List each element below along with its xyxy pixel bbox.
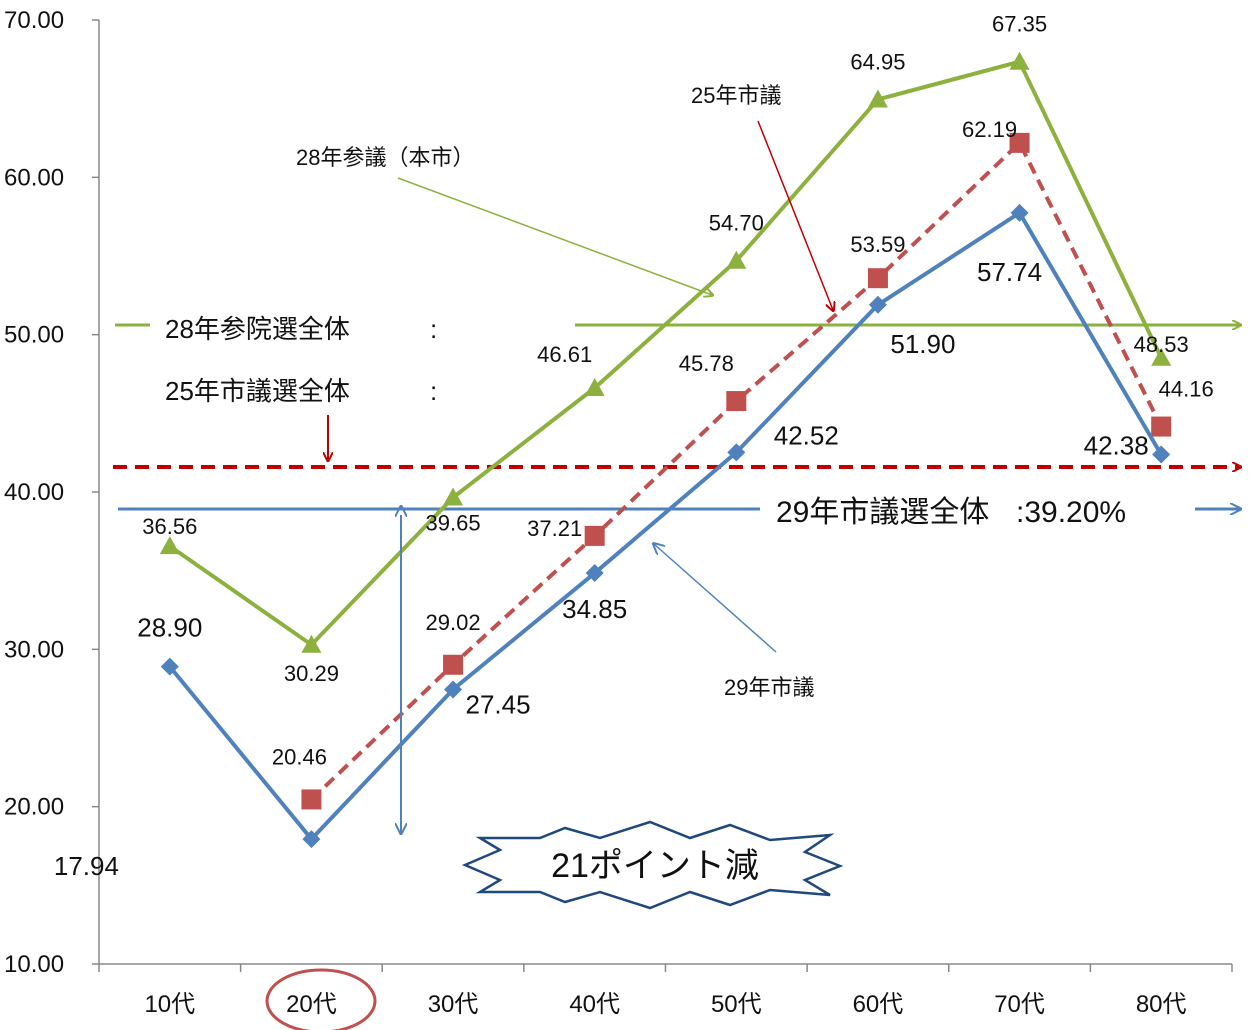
marker-sangi28 (1151, 347, 1172, 366)
x-axis-ticks: 10代 20代 30代 40代 50代 60代 70代 80代 (98, 964, 1233, 1018)
callout-shigi25: 25年市議 (691, 83, 781, 108)
reference-label-shigi25: 25年市議選全体 (165, 376, 350, 406)
data-label-sangi28: 30.29 (284, 661, 339, 686)
marker-shigi25 (584, 525, 605, 546)
data-label-shigi25: 44.16 (1159, 377, 1214, 402)
y-tick-label: 50.00 (4, 322, 64, 349)
y-tick-label: 20.00 (4, 794, 64, 821)
marker-sangi28 (1009, 51, 1030, 70)
series-line-shigi29 (168, 210, 1163, 842)
marker-sangi28 (301, 634, 322, 653)
marker-shigi29 (160, 657, 179, 676)
highlight-circle-20s (265, 968, 377, 1030)
marker-shigi25 (301, 789, 322, 810)
marker-shigi25 (1009, 132, 1030, 153)
x-tick-label: 70代 (994, 991, 1045, 1018)
data-label-shigi29: 51.90 (890, 329, 955, 359)
marker-sangi28 (726, 250, 747, 269)
data-label-sangi28: 48.53 (1134, 332, 1189, 357)
x-tick-label: 40代 (569, 991, 620, 1018)
data-label-shigi25: 62.19 (962, 117, 1017, 142)
marker-shigi29 (444, 680, 463, 699)
x-tick-label: 20代 (286, 991, 337, 1018)
data-label-shigi29: 34.85 (562, 594, 627, 624)
data-label-sangi28: 67.35 (992, 12, 1047, 37)
reference-lines (113, 325, 1240, 509)
reference-label-shigi29: 29年市議選全体 (776, 496, 989, 529)
drop-label: 21ポイント減 (551, 847, 759, 885)
y-tick-label: 40.00 (4, 479, 64, 506)
marker-shigi25 (443, 654, 464, 675)
reference-label-sangi28: 28年参院選全体 (165, 314, 350, 344)
axes (98, 20, 1232, 965)
data-label-sangi28: 54.70 (709, 211, 764, 236)
marker-shigi29 (727, 443, 746, 462)
marker-sangi28 (584, 378, 605, 397)
data-labels: 36.56 30.29 39.65 46.61 54.70 64.95 67.35 48.53… (54, 12, 1214, 881)
marker-shigi29 (868, 295, 887, 314)
callout-arrow-shigi25 (757, 120, 833, 310)
marker-shigi29 (1152, 445, 1171, 464)
x-tick-label: 60代 (853, 991, 904, 1018)
drop-starburst (461, 820, 844, 910)
data-label-shigi25: 53.59 (850, 232, 905, 257)
data-label-sangi28: 36.56 (142, 514, 197, 539)
data-label-sangi28: 46.61 (537, 342, 592, 367)
data-label-shigi25: 29.02 (426, 610, 481, 635)
marker-sangi28 (443, 487, 464, 506)
x-tick-label: 80代 (1136, 991, 1187, 1018)
y-tick-label: 70.00 (4, 7, 64, 34)
y-axis-ticks: 10.00 20.00 30.00 40.00 50.00 60.00 70.00 (4, 7, 99, 978)
marker-shigi29 (585, 564, 604, 583)
marker-shigi29 (1010, 203, 1029, 222)
series-line-shigi25 (310, 140, 1163, 801)
data-label-shigi29: 28.90 (137, 613, 202, 643)
x-tick-label: 10代 (144, 991, 195, 1018)
y-tick-label: 60.00 (4, 164, 64, 191)
callout-arrow-shigi29 (654, 544, 777, 653)
data-label-shigi25: 37.21 (527, 516, 582, 541)
data-label-shigi29: 42.52 (774, 420, 839, 450)
reference-suffix-sangi28: : (430, 314, 437, 344)
data-label-shigi25: 45.78 (679, 351, 734, 376)
callout-arrow-sangi28 (397, 177, 712, 295)
data-label-shigi25: 20.46 (272, 744, 327, 769)
x-tick-label: 30代 (428, 991, 479, 1018)
marker-shigi29 (302, 830, 321, 849)
marker-shigi25 (726, 391, 747, 412)
x-tick-label: 50代 (711, 991, 762, 1018)
data-label-sangi28: 64.95 (850, 49, 905, 74)
marker-shigi25 (1151, 416, 1172, 437)
marker-shigi25 (867, 268, 888, 289)
data-label-shigi29: 57.74 (977, 257, 1042, 287)
callout-sangi28: 28年参議（本市） (296, 145, 474, 170)
data-label-sangi28: 39.65 (426, 511, 481, 536)
annotations: 28年参院選全体 : 25年市議選全体 : 29年市議選全体 :39.20% 2… (165, 83, 1126, 1030)
data-label-shigi29: 17.94 (54, 851, 119, 881)
series-layer (159, 51, 1172, 849)
y-tick-label: 10.00 (4, 951, 64, 978)
reference-suffix-shigi25: : (430, 376, 437, 406)
data-label-shigi29: 42.38 (1084, 431, 1149, 461)
marker-sangi28 (867, 89, 888, 108)
series-line-sangi28 (168, 59, 1163, 647)
reference-suffix-shigi29: :39.20% (1016, 496, 1126, 529)
y-tick-label: 30.00 (4, 636, 64, 663)
marker-sangi28 (159, 536, 180, 555)
data-label-shigi29: 27.45 (466, 689, 531, 719)
callout-shigi29: 29年市議 (724, 675, 814, 700)
